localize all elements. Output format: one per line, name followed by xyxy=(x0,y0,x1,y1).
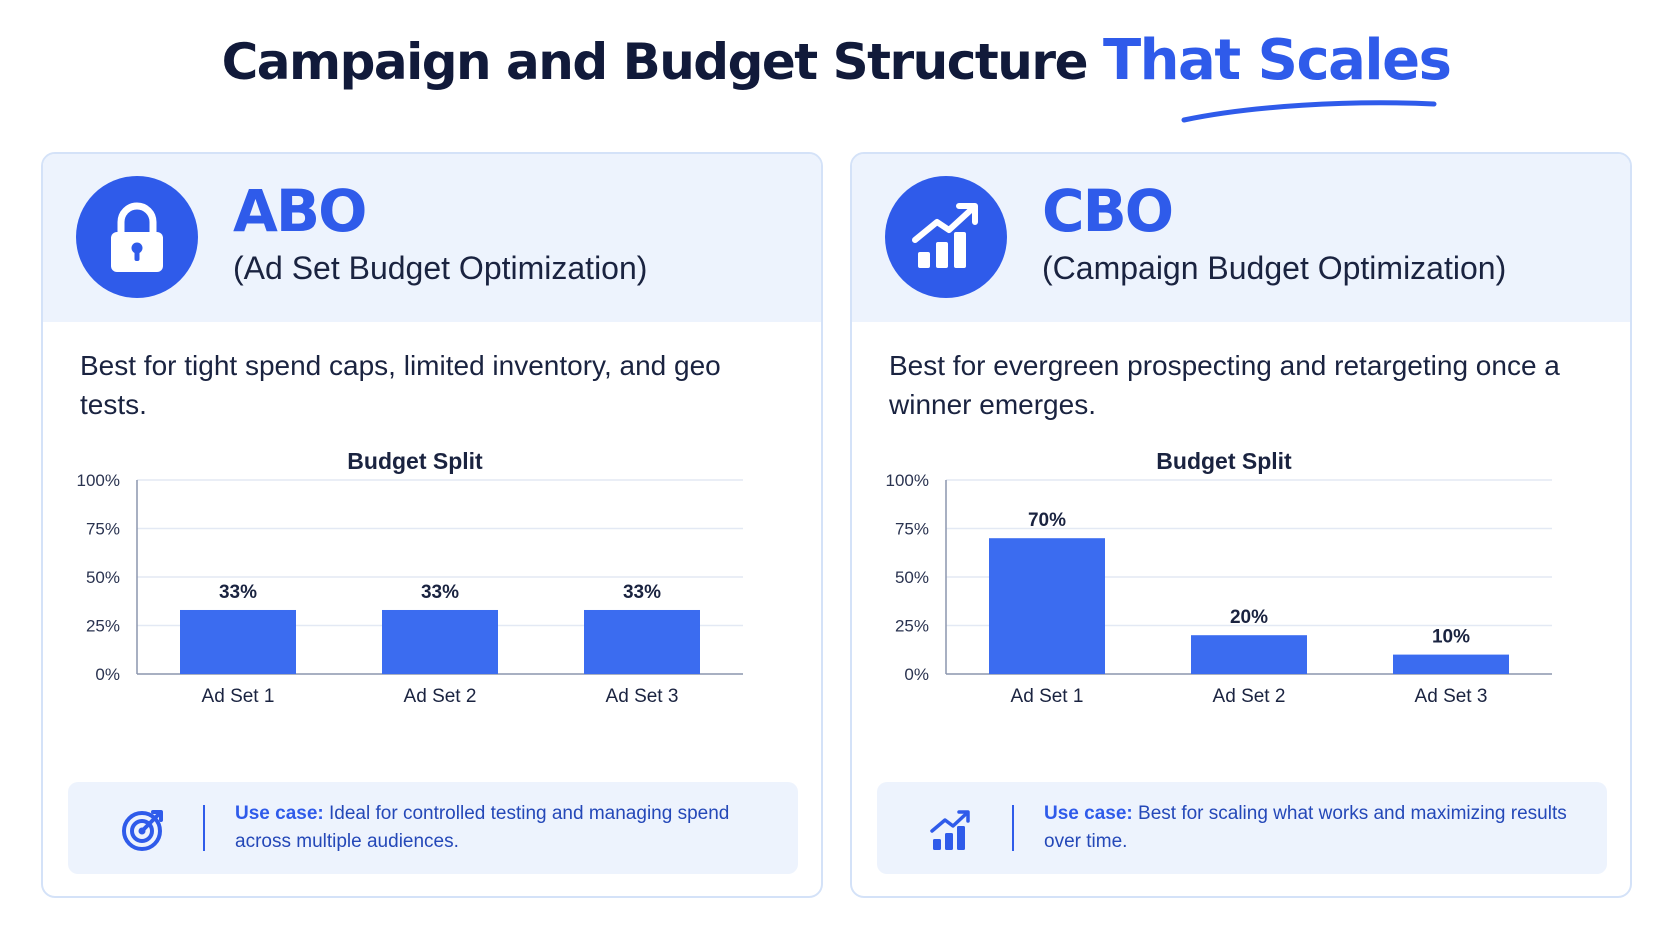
growth-chart-icon xyxy=(912,203,978,268)
y-tick-label: 75% xyxy=(895,520,929,539)
bar xyxy=(989,538,1105,674)
target-icon xyxy=(122,810,163,851)
bar xyxy=(382,609,498,674)
y-tick-label: 0% xyxy=(904,665,929,684)
title-main: Campaign and Budget Structure xyxy=(221,33,1089,91)
bar-value-label: 33% xyxy=(623,582,661,603)
y-tick-label: 75% xyxy=(86,520,120,539)
cbo-budget-chart: Budget Split 0% 25% 50% 75% 100% 70% Ad Set 1 20… xyxy=(886,448,1552,707)
y-tick-label: 25% xyxy=(895,617,929,636)
title-accent: That Scales xyxy=(1102,28,1452,93)
y-tick-label: 50% xyxy=(86,568,120,587)
x-tick-label: Ad Set 1 xyxy=(1011,686,1084,707)
use-case-body: Ideal for controlled testing and managin… xyxy=(235,803,730,852)
abo-subtitle: (Ad Set Budget Optimization) xyxy=(233,250,648,286)
y-tick-label: 100% xyxy=(77,471,120,490)
bar xyxy=(1393,654,1509,674)
bar xyxy=(180,609,296,674)
use-case-divider xyxy=(1012,805,1014,851)
cbo-description: Best for evergreen prospecting and retar… xyxy=(889,350,1560,420)
use-case-label: Use case: xyxy=(235,803,324,824)
bar xyxy=(1191,635,1307,674)
bar-value-label: 10% xyxy=(1432,627,1470,648)
abo-description: Best for tight spend caps, limited inven… xyxy=(80,350,721,420)
page-title: Campaign and Budget Structure That Scales xyxy=(0,28,1672,93)
abo-budget-chart: Budget Split 0% 25% 50% 75% 100% 33% Ad Set 1 33… xyxy=(77,448,743,707)
y-tick-label: 100% xyxy=(886,471,929,490)
abo-use-case: Use case: Ideal for controlled testing a… xyxy=(68,782,798,874)
use-case-body: Best for scaling what works and maximizi… xyxy=(1044,803,1567,852)
bar-value-label: 33% xyxy=(219,582,257,603)
cbo-use-case-text: Use case: Best for scaling what works an… xyxy=(1044,800,1584,856)
abo-badge xyxy=(76,176,198,298)
cbo-title: CBO xyxy=(1042,177,1174,245)
cbo-card-header: CBO (Campaign Budget Optimization) xyxy=(852,154,1630,322)
bar xyxy=(584,609,700,674)
abo-card-header: ABO (Ad Set Budget Optimization) xyxy=(43,154,821,322)
abo-card: ABO (Ad Set Budget Optimization) Best fo… xyxy=(41,152,823,898)
chart-title: Budget Split xyxy=(1156,448,1292,474)
cbo-card: CBO (Campaign Budget Optimization) Best … xyxy=(850,152,1632,898)
bar-value-label: 33% xyxy=(421,582,459,603)
bar-growth-icon xyxy=(930,810,970,850)
abo-title: ABO xyxy=(233,177,367,245)
y-tick-label: 0% xyxy=(95,665,120,684)
abo-use-case-text: Use case: Ideal for controlled testing a… xyxy=(235,800,775,856)
use-case-divider xyxy=(203,805,205,851)
cbo-badge xyxy=(885,176,1007,298)
cbo-use-case: Use case: Best for scaling what works an… xyxy=(877,782,1607,874)
lock-icon xyxy=(111,202,163,272)
x-tick-label: Ad Set 1 xyxy=(202,686,275,707)
cbo-subtitle: (Campaign Budget Optimization) xyxy=(1042,250,1507,286)
y-tick-label: 50% xyxy=(895,568,929,587)
x-tick-label: Ad Set 3 xyxy=(606,686,679,707)
y-tick-label: 25% xyxy=(86,617,120,636)
x-tick-label: Ad Set 2 xyxy=(404,686,477,707)
chart-title: Budget Split xyxy=(347,448,483,474)
x-tick-label: Ad Set 2 xyxy=(1213,686,1286,707)
bar-value-label: 20% xyxy=(1230,607,1268,628)
bar-value-label: 70% xyxy=(1028,510,1066,531)
title-underline xyxy=(1181,100,1437,123)
x-tick-label: Ad Set 3 xyxy=(1415,686,1488,707)
use-case-label: Use case: xyxy=(1044,803,1133,824)
